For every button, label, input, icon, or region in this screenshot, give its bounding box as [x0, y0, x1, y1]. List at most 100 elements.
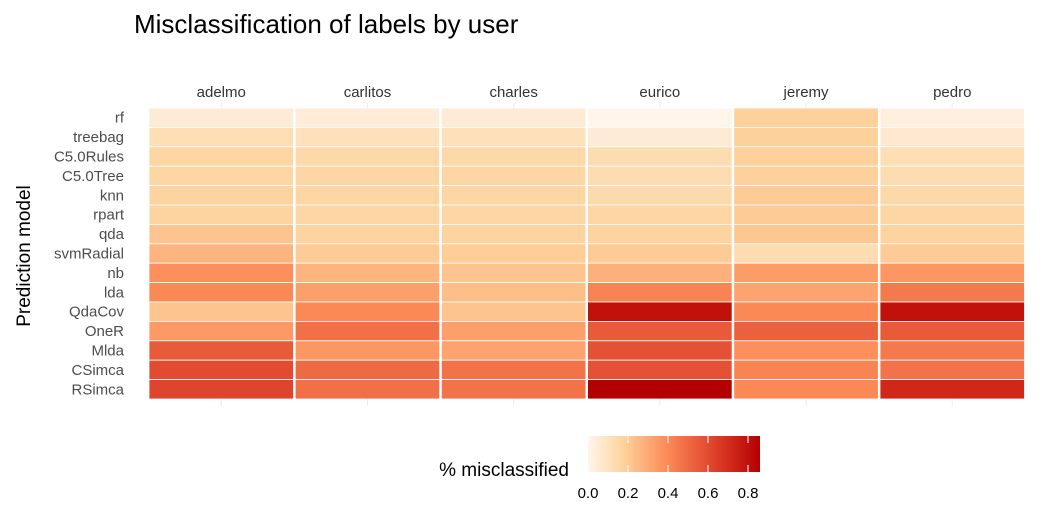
legend-tick-label: 0.8: [738, 485, 759, 502]
heatmap-cell-adelmo-Mlda: [148, 340, 294, 361]
heatmap-cell-jeremy-RSimca: [733, 379, 879, 400]
legend-tick-label: 0.2: [618, 485, 639, 502]
legend-colorbar: [588, 436, 760, 472]
heatmap-cell-carlitos-nb: [294, 262, 441, 284]
heatmap-cell-adelmo-C5.0Tree: [148, 165, 294, 186]
facet-label-carlitos: carlitos: [344, 84, 392, 101]
heatmap-cell-pedro-qda: [879, 223, 1025, 245]
legend-title: % misclassified: [439, 460, 569, 481]
y-tick-nb: nb: [107, 265, 124, 282]
heatmap-cell-charles-C5.0Rules: [440, 146, 587, 167]
heatmap-cell-eurico-rpart: [587, 204, 733, 225]
heatmap-cell-eurico-RSimca: [587, 379, 733, 400]
facet-labels: adelmo carlitos charles eurico jeremy pedro: [197, 84, 972, 101]
heatmap-cell-jeremy-rf: [733, 107, 879, 128]
heatmap-cells: [148, 107, 1025, 400]
heatmap-cell-adelmo-OneR: [148, 320, 294, 342]
y-tick-QdaCov: QdaCov: [69, 304, 125, 321]
heatmap-cell-pedro-Mlda: [879, 340, 1025, 361]
legend-ticks: 0.0 0.2 0.4 0.6 0.8: [578, 436, 759, 502]
heatmap-cell-pedro-C5.0Rules: [879, 146, 1025, 167]
heatmap-cell-eurico-rf: [587, 107, 733, 128]
heatmap-cell-charles-RSimca: [440, 379, 587, 400]
heatmap-cell-eurico-lda: [587, 282, 733, 303]
heatmap-cell-pedro-knn: [879, 185, 1025, 206]
heatmap-cell-eurico-qda: [587, 223, 733, 245]
legend-tick-label: 0.0: [578, 485, 599, 502]
heatmap-cell-pedro-treebag: [879, 127, 1025, 148]
y-tick-knn: knn: [100, 187, 124, 204]
heatmap-cell-pedro-OneR: [879, 320, 1025, 342]
heatmap-cell-eurico-knn: [587, 185, 733, 206]
heatmap-cell-jeremy-qda: [733, 223, 879, 245]
facet-label-pedro: pedro: [933, 84, 971, 101]
heatmap-cell-charles-knn: [440, 185, 587, 206]
heatmap-cell-carlitos-qda: [294, 223, 441, 245]
heatmap-cell-carlitos-rpart: [294, 204, 441, 225]
heatmap-cell-adelmo-CSimca: [148, 359, 294, 381]
heatmap-cell-charles-lda: [440, 282, 587, 303]
heatmap-cell-charles-rpart: [440, 204, 587, 225]
heatmap-cell-pedro-svmRadial: [879, 243, 1025, 264]
heatmap-cell-eurico-nb: [587, 262, 733, 284]
heatmap-cell-eurico-svmRadial: [587, 243, 733, 264]
heatmap-cell-carlitos-RSimca: [294, 379, 441, 400]
heatmap-cell-carlitos-OneR: [294, 320, 441, 342]
heatmap-cell-adelmo-qda: [148, 223, 294, 245]
heatmap-cell-adelmo-lda: [148, 282, 294, 303]
heatmap-cell-carlitos-C5.0Tree: [294, 165, 441, 186]
heatmap-cell-jeremy-C5.0Rules: [733, 146, 879, 167]
heatmap-cell-pedro-RSimca: [879, 379, 1025, 400]
heatmap-cell-eurico-Mlda: [587, 340, 733, 361]
heatmap-cell-charles-rf: [440, 107, 587, 128]
heatmap-cell-jeremy-svmRadial: [733, 243, 879, 264]
heatmap-cell-charles-svmRadial: [440, 243, 587, 264]
heatmap-cell-carlitos-svmRadial: [294, 243, 441, 264]
heatmap-cell-adelmo-rpart: [148, 204, 294, 225]
heatmap-cell-charles-CSimca: [440, 359, 587, 381]
facet-label-adelmo: adelmo: [197, 84, 246, 101]
y-tick-OneR: OneR: [85, 323, 124, 340]
y-tick-rf: rf: [115, 110, 125, 127]
legend-tick-label: 0.6: [698, 485, 719, 502]
chart-title: Misclassification of labels by user: [134, 9, 519, 39]
heatmap-cell-eurico-C5.0Tree: [587, 165, 733, 186]
y-tick-lda: lda: [104, 284, 125, 301]
heatmap-cell-eurico-OneR: [587, 320, 733, 342]
legend-tick-label: 0.4: [658, 485, 679, 502]
heatmap-cell-pedro-rf: [879, 107, 1025, 128]
heatmap-cell-pedro-QdaCov: [879, 301, 1025, 322]
heatmap-cell-carlitos-Mlda: [294, 340, 441, 361]
heatmap-cell-carlitos-C5.0Rules: [294, 146, 441, 167]
heatmap-cell-eurico-C5.0Rules: [587, 146, 733, 167]
heatmap-cell-jeremy-nb: [733, 262, 879, 284]
heatmap-cell-jeremy-OneR: [733, 320, 879, 342]
heatmap-cell-eurico-CSimca: [587, 359, 733, 381]
heatmap-cell-charles-C5.0Tree: [440, 165, 587, 186]
heatmap-cell-pedro-nb: [879, 262, 1025, 284]
facet-label-jeremy: jeremy: [783, 84, 830, 101]
facet-label-charles: charles: [489, 84, 537, 101]
heatmap-cell-adelmo-C5.0Rules: [148, 146, 294, 167]
heatmap-cell-carlitos-QdaCov: [294, 301, 441, 322]
heatmap-cell-eurico-QdaCov: [587, 301, 733, 322]
heatmap-cell-charles-QdaCov: [440, 301, 587, 322]
y-tick-svmRadial: svmRadial: [54, 246, 124, 263]
heatmap-cell-jeremy-knn: [733, 185, 879, 206]
y-tick-qda: qda: [99, 226, 125, 243]
y-tick-treebag: treebag: [73, 129, 124, 146]
heatmap-cell-adelmo-rf: [148, 107, 294, 128]
y-axis-title: Prediction model: [14, 185, 35, 327]
y-tick-rpart: rpart: [93, 207, 125, 224]
heatmap-cell-charles-nb: [440, 262, 587, 284]
heatmap-cell-carlitos-rf: [294, 107, 441, 128]
heatmap-cell-adelmo-treebag: [148, 127, 294, 148]
y-tick-C5.0Rules: C5.0Rules: [54, 149, 124, 166]
y-tick-RSimca: RSimca: [71, 381, 124, 398]
heatmap-cell-pedro-rpart: [879, 204, 1025, 225]
heatmap-cell-adelmo-svmRadial: [148, 243, 294, 264]
heatmap-cell-charles-treebag: [440, 127, 587, 148]
heatmap-cell-adelmo-RSimca: [148, 379, 294, 400]
heatmap-cell-carlitos-lda: [294, 282, 441, 303]
